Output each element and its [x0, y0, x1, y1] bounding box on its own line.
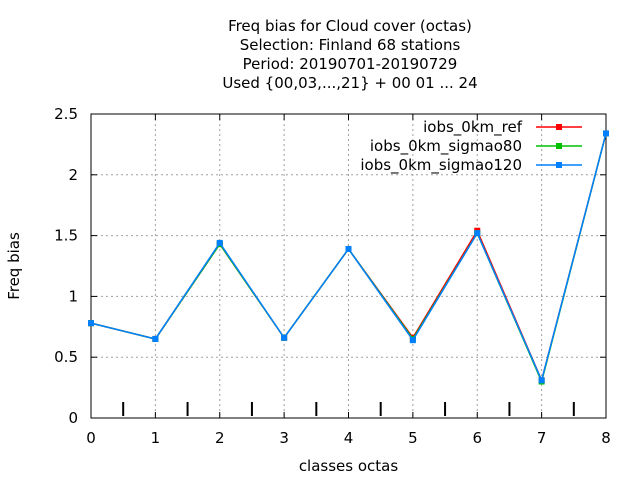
x-tick-label-0: 0: [86, 429, 96, 447]
legend-label-1: iobs_0km_sigmao80: [370, 137, 522, 156]
y-tick-label-0: 0: [68, 409, 78, 427]
legend-label-2: iobs_0km_sigmao120: [360, 156, 522, 175]
legend: iobs_0km_refiobs_0km_sigmao80iobs_0km_si…: [360, 118, 582, 175]
series-2-point-0: [88, 320, 94, 327]
chart-title: Freq bias for Cloud cover (octas)Selecti…: [222, 17, 477, 92]
series-2-point-6: [474, 230, 481, 237]
grid: [91, 114, 606, 418]
x-tick-label-1: 1: [151, 429, 161, 447]
series-2-point-8: [603, 130, 609, 137]
series-2-point-4: [345, 245, 352, 252]
series-2-point-7: [538, 377, 545, 384]
y-tick-label-1: 0.5: [54, 348, 78, 366]
series-2-point-1: [152, 335, 159, 342]
legend-marker-2: [556, 162, 562, 168]
title-line-3: Used {00,03,...,21} + 00 01 ... 24: [222, 74, 477, 92]
title-line-0: Freq bias for Cloud cover (octas): [228, 17, 472, 35]
series-lines: [88, 130, 609, 385]
legend-label-0: iobs_0km_ref: [423, 118, 523, 137]
y-axis-label: Freq bias: [5, 232, 23, 300]
x-tick-label-4: 4: [344, 429, 354, 447]
series-2-point-5: [409, 337, 416, 344]
axis-ticks: 0 0.5 1 1.5 2 2.5 0 1 2 3 4 5 6 7 8: [54, 105, 611, 447]
title-line-1: Selection: Finland 68 stations: [240, 36, 461, 54]
y-tick-label-2: 1: [68, 287, 78, 305]
x-tick-label-7: 7: [537, 429, 547, 447]
title-line-2: Period: 20190701-20190729: [243, 55, 458, 73]
y-tick-label-4: 2: [68, 166, 78, 184]
x-axis-label: classes octas: [299, 457, 399, 475]
series-2-point-2: [216, 239, 223, 246]
x-tick-label-6: 6: [472, 429, 482, 447]
legend-marker-1: [556, 143, 562, 149]
legend-marker-0: [556, 124, 562, 130]
series-2-point-3: [281, 334, 288, 341]
y-tick-label-3: 1.5: [54, 227, 78, 245]
x-tick-label-8: 8: [601, 429, 611, 447]
x-tick-label-2: 2: [215, 429, 225, 447]
x-tick-label-5: 5: [408, 429, 418, 447]
y-tick-label-5: 2.5: [54, 105, 78, 123]
x-tick-label-3: 3: [279, 429, 289, 447]
